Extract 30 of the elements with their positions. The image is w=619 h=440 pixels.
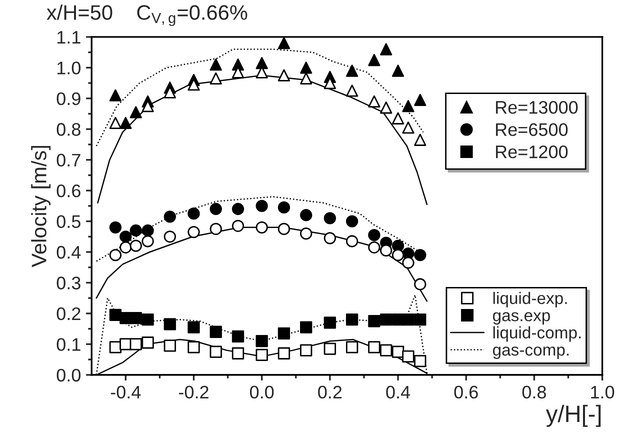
x-tick-label: 0.8	[522, 386, 546, 399]
y-tick-label: 0.5	[56, 215, 80, 228]
legend-label: gas-comp.	[492, 346, 569, 359]
x-tick-label: 0.4	[386, 386, 410, 399]
chart-title: x/H=50 C$_{V,g}$=0.66%	[46, 4, 248, 26]
legend-label: liquid-comp.	[493, 326, 581, 342]
legend-label: Re=6500	[496, 123, 568, 136]
y-tick-label: 0.7	[56, 154, 80, 167]
x-tick-label: 0.6	[454, 386, 478, 399]
x-tick-label: -0.2	[178, 386, 208, 399]
x-tick-label: -0.4	[110, 386, 141, 399]
x-tick-label: 1.0	[591, 386, 614, 399]
y-tick-label: 0.1	[56, 338, 80, 351]
legend-label: liquid-exp.	[493, 292, 567, 308]
y-tick-label: 0.4	[56, 246, 81, 259]
y-tick-label: 1.0	[57, 62, 80, 74]
y-tick-label: 0.6	[56, 184, 80, 198]
legend-label: Re=1200	[496, 145, 568, 158]
x-axis-title: y/H[-]	[546, 404, 601, 427]
y-tick-label: 0.0	[56, 368, 80, 382]
y-tick-label: 1.1	[57, 31, 80, 44]
y-tick-label: 0.3	[56, 276, 80, 290]
y-tick-label: 0.2	[56, 307, 80, 320]
x-tick-label: 0.0	[250, 386, 274, 399]
y-axis-title: Velocity [m/s]	[31, 146, 51, 268]
legend-label: Re=13000	[496, 100, 578, 114]
y-tick-label: 0.9	[56, 92, 80, 106]
x-tick-label: 0.2	[318, 386, 342, 399]
y-tick-label: 0.8	[56, 123, 80, 136]
annotation: gas.exp	[492, 312, 550, 325]
